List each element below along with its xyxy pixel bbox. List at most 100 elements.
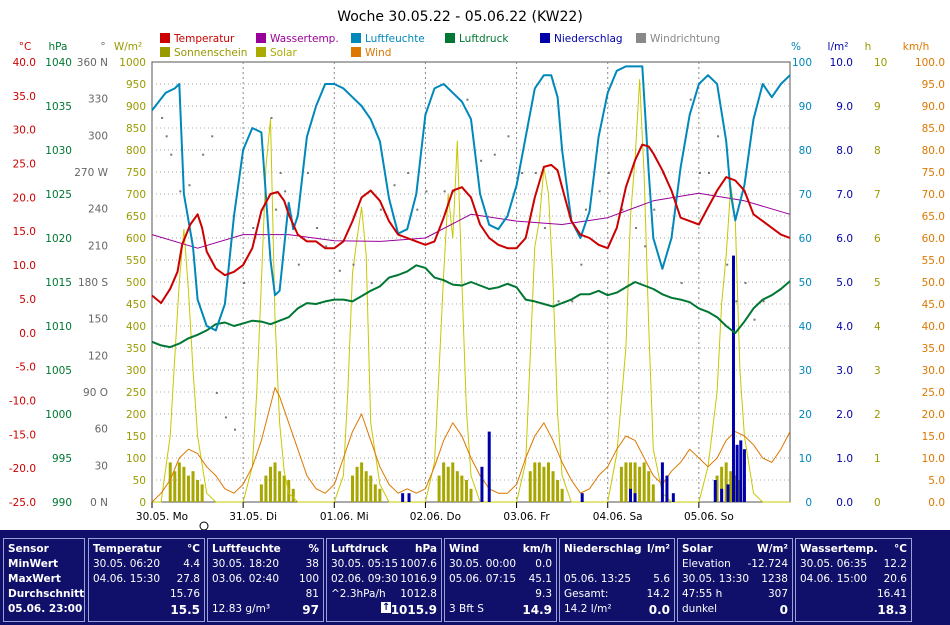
luftfeuchte-column: Luftfeuchte% 30.05. 18:20 38 03.06. 02:40 10… [207,538,324,622]
winddir-point [635,227,638,229]
luftdruck-column-unit: hPa [415,543,437,555]
sunshine-bar [651,484,655,502]
wind-column-max-value: 45.1 [528,573,552,585]
temp-tick-label: -5.0 [16,362,37,374]
wind-column-unit: km/h [522,543,552,555]
sunshine-bar [360,462,364,502]
legend-label: Luftfeuchte [365,33,425,45]
wind-column-avg-value: 9.3 [535,588,552,600]
winddir-point [352,263,355,266]
plot-area [151,61,791,503]
solar-tick-label: 800 [126,145,146,157]
humidity-tick-label: 90 [799,101,812,113]
wassertemp-column-avg-value: 16.41 [876,588,907,600]
sunshine-bar [364,471,368,502]
luftdruck-column-min-date: 30.05. 05:15 [331,558,398,570]
temperatur-column-max-value: 27.8 [176,573,200,585]
sunshine-bar [196,480,200,502]
winddir-point [762,300,765,303]
rain-bar [633,493,637,502]
winddir-tick-label: 30 [95,460,108,472]
legend-label: Temperatur [173,33,235,45]
luftdruck-column: Luftdruck hPa 30.05. 05:15 1007.6 02.06. 09:… [326,538,442,622]
solar-column-min-label: Elevation [682,558,731,570]
pressure-tick-label: 1000 [45,409,72,421]
rain-bar [665,475,669,502]
solar-column-min-value: -12.724 [747,558,788,570]
sunshine-bar [268,466,272,502]
legend-swatch [256,33,266,43]
winddir-point [493,153,496,156]
humidity-tick-label: 10 [799,453,812,465]
solar-column-title: Solar [682,543,713,555]
rain-bar [407,493,411,502]
sunshine-bar [733,475,737,502]
solar-column-max-value: 1238 [761,573,788,585]
winddir-point [188,184,191,187]
solar-column-avg-note: 47:55 h [682,588,723,600]
sunshine-bar [729,471,733,502]
sunshine-bar [724,462,728,502]
winddir-point [325,245,328,248]
winddir-point [443,190,446,193]
winddir-point [211,135,214,138]
rain-bar [731,255,735,502]
legend-label: Luftdruck [459,33,509,45]
luftfeuchte-column-min-date: 30.05. 18:20 [212,558,279,570]
niederschlag-column-unit: l/m² [647,543,670,555]
legend-swatch [351,33,361,43]
sunshine-bar [469,488,473,502]
rain-tick-label: 8.0 [836,145,853,157]
wind-tick-label: 40.0 [922,321,945,333]
sensor-row-label: Durchschnitt [8,588,85,600]
sunshine-bar [451,462,455,502]
humidity-tick-label: 20 [799,409,812,421]
niederschlag-column-max-value: 5.6 [653,573,670,585]
winddir-point [297,263,300,266]
winddir-point [744,282,747,284]
winddir-point [393,184,396,187]
solar-column-avg-value: 307 [767,588,788,600]
solar-tick-label: 0 [139,497,146,509]
winddir-point [480,159,483,162]
temperatur-column-current-value: 15.5 [170,603,200,617]
sensor-row-label: MinWert [8,558,59,570]
winddir-tick-label: 210 [88,240,108,252]
wassertemp-column: Wassertemp. °C 30.05. 06:35 12.2 04.06. 15:0… [795,538,912,622]
humidity-tick-label: 70 [799,189,812,201]
axis-unit-labels: °C hPa ° W/m²% l/m² h km/h [19,41,930,53]
luftdruck-column-max-date: 02.06. 09:30 [331,573,398,585]
sunshine-bar [373,484,377,502]
wind-tick-label: 50.0 [922,277,945,289]
temperatur-column-avg-value: 15.76 [169,588,200,600]
pressure-tick-label: 1035 [45,101,72,113]
winddir-point [707,172,710,174]
winddir-point [543,227,546,229]
winddir-point [580,263,583,266]
luftfeuchte-column-max-value: 100 [298,573,319,585]
wind-column-current-value: 14.9 [522,603,552,617]
wind-tick-label: 75.0 [922,167,945,179]
sunshine-bar [551,471,555,502]
rain-bar [401,493,405,502]
luftdruck-column-avg-note: ^2.3hPa/h [331,588,386,600]
right-axes: 100908070605040302010010.09.08.07.06.05.… [792,57,945,509]
sunshine-bar [647,471,651,502]
rain-tick-label: 10.0 [830,57,853,69]
winddir-point [557,300,560,303]
winddir-tick-label: 360 N [77,57,108,69]
rain-unit-label: l/m² [828,41,849,53]
winddir-tick-label: 240 [88,204,108,216]
winddir-tick-label: 180 S [78,277,108,289]
solar-column-current-note: dunkel [682,603,718,615]
legend-label: Wind [365,47,391,59]
sunshine-bar [537,462,541,502]
temp-tick-label: 30.0 [13,125,36,137]
luftfeuchte-column-title: Luftfeuchte [212,543,281,555]
sunshine-bar [291,488,295,502]
rain-tick-label: 6.0 [836,233,853,245]
solar-tick-label: 200 [126,409,146,421]
winddir-tick-label: 0 N [90,497,108,509]
luftfeuchte-column-min-value: 38 [305,558,319,570]
solar-tick-label: 900 [126,101,146,113]
